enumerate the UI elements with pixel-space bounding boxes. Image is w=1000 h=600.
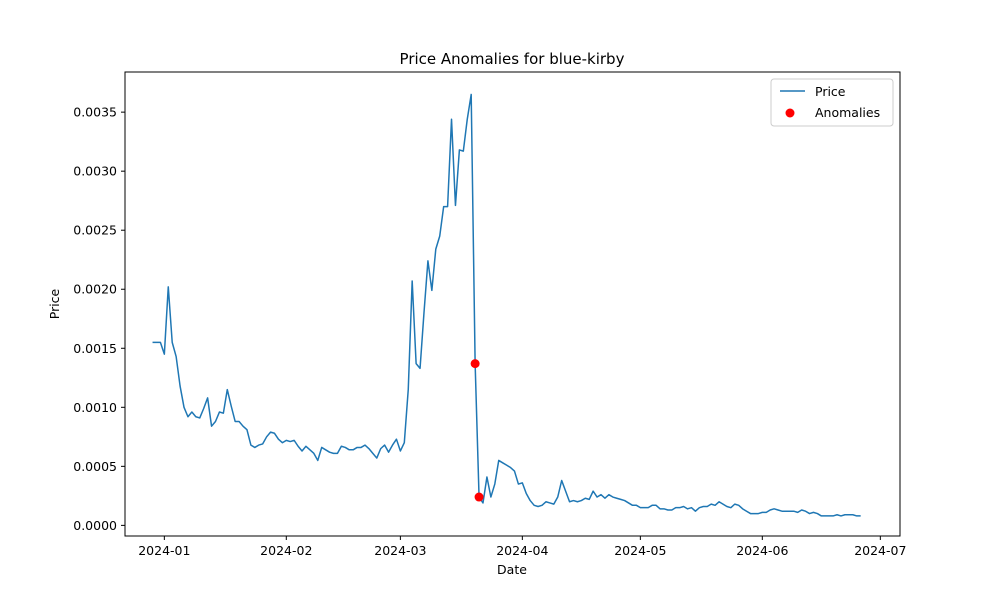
- y-tick-label: 0.0000: [73, 518, 117, 533]
- legend-label-anomalies: Anomalies: [815, 105, 880, 120]
- y-tick-label: 0.0010: [73, 400, 117, 415]
- y-tick-label: 0.0030: [73, 164, 117, 179]
- x-tick-label: 2024-07: [854, 543, 906, 558]
- price-line: [152, 93, 861, 517]
- y-axis: 0.0000 0.0005 0.0010 0.0015 0.0020 0.0025 0.00…: [73, 105, 125, 533]
- x-axis: 2024-01 2024-02 2024-03 2024-04 2024-05 2024-…: [138, 536, 906, 558]
- x-tick-label: 2024-02: [260, 543, 312, 558]
- y-axis-title: Price: [47, 288, 62, 319]
- x-tick-label: 2024-01: [138, 543, 190, 558]
- anomaly-point: [474, 492, 484, 502]
- x-tick-label: 2024-04: [496, 543, 548, 558]
- plot-lines: [152, 93, 861, 517]
- x-axis-title: Date: [497, 562, 527, 577]
- legend-label-price: Price: [815, 84, 846, 99]
- x-tick-label: 2024-05: [614, 543, 666, 558]
- legend-point-swatch: [785, 108, 795, 118]
- anomaly-point: [470, 359, 480, 369]
- x-tick-label: 2024-03: [374, 543, 426, 558]
- y-tick-label: 0.0020: [73, 282, 117, 297]
- y-tick-label: 0.0025: [73, 223, 117, 238]
- y-tick-label: 0.0015: [73, 341, 117, 356]
- plot-frame: [124, 71, 901, 537]
- legend: Price Anomalies: [770, 78, 894, 127]
- y-tick-label: 0.0005: [73, 459, 117, 474]
- anomaly-points: [470, 359, 484, 502]
- chart-title: Price Anomalies for blue-kirby: [400, 50, 625, 68]
- x-tick-label: 2024-06: [736, 543, 788, 558]
- y-tick-label: 0.0035: [73, 105, 117, 120]
